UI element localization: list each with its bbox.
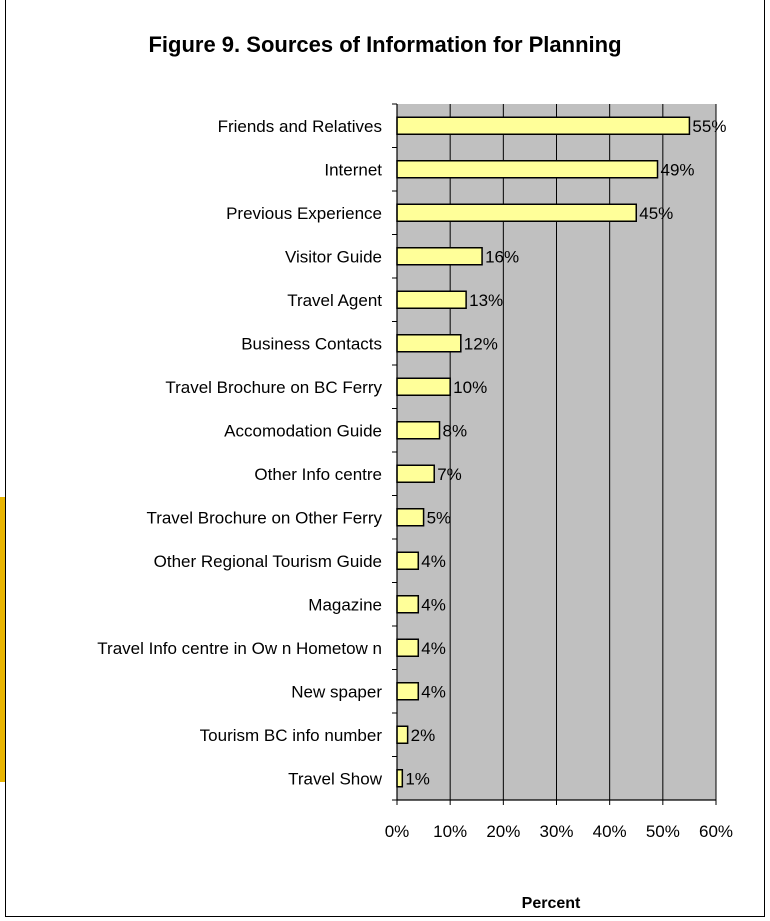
data-label: 4%	[421, 595, 446, 614]
category-label: Travel Info centre in Ow n Hometow n	[97, 639, 382, 658]
category-label: Internet	[324, 160, 382, 179]
data-label: 2%	[411, 726, 436, 745]
bar	[396, 595, 420, 614]
x-tick-label: 0%	[385, 822, 410, 841]
data-label: 55%	[692, 117, 726, 136]
bar	[396, 334, 462, 353]
x-tick-labels: 0% 10% 20% 30% 40% 50% 60%	[385, 822, 733, 841]
data-label: 7%	[437, 465, 462, 484]
data-label: 1%	[405, 769, 430, 788]
data-label: 12%	[464, 334, 498, 353]
bar	[396, 682, 420, 701]
category-labels: Friends and Relatives Internet Previous Ex…	[97, 117, 382, 789]
data-label: 13%	[469, 291, 503, 310]
category-label: Travel Show	[288, 769, 383, 788]
bar	[396, 464, 435, 483]
data-label: 4%	[421, 682, 446, 701]
chart-title: Figure 9. Sources of Information for Pla…	[148, 32, 621, 57]
category-label: Business Contacts	[241, 334, 382, 353]
data-label: 16%	[485, 247, 519, 266]
bar	[396, 116, 691, 135]
data-label: 10%	[453, 378, 487, 397]
bar	[396, 247, 483, 266]
data-label: 5%	[427, 508, 452, 527]
category-label: Other Regional Tourism Guide	[154, 552, 382, 571]
category-label: Previous Experience	[226, 204, 382, 223]
bar	[396, 290, 467, 309]
category-label: Visitor Guide	[285, 247, 382, 266]
category-label: Travel Agent	[287, 291, 382, 310]
x-tick-label: 60%	[699, 822, 733, 841]
bars	[396, 116, 691, 788]
bar	[396, 377, 451, 396]
category-label: Friends and Relatives	[218, 117, 382, 136]
category-label: Travel Brochure on Other Ferry	[146, 508, 382, 527]
data-label: 45%	[639, 204, 673, 223]
data-label: 4%	[421, 639, 446, 658]
data-label: 4%	[421, 552, 446, 571]
category-label: New spaper	[291, 682, 382, 701]
data-label: 8%	[443, 421, 468, 440]
category-label: Other Info centre	[254, 465, 382, 484]
x-tick-label: 20%	[486, 822, 520, 841]
bar	[396, 551, 420, 570]
bar	[396, 508, 425, 527]
bar	[396, 203, 637, 222]
bar	[396, 421, 441, 440]
data-label: 49%	[661, 160, 695, 179]
x-tick-label: 40%	[593, 822, 627, 841]
left-accent-bar	[0, 497, 5, 782]
value-labels: 55% 49% 45% 16% 13% 12% 10% 8% 7% 5% 4% 4% 4% 4% 2% 1%	[405, 117, 726, 789]
x-axis-title: Percent	[522, 895, 581, 912]
x-tick-label: 50%	[646, 822, 680, 841]
x-tick-label: 30%	[539, 822, 573, 841]
category-label: Magazine	[308, 595, 382, 614]
bar	[396, 160, 659, 179]
bar	[396, 769, 404, 788]
category-label: Travel Brochure on BC Ferry	[165, 378, 382, 397]
category-label: Tourism BC info number	[200, 726, 383, 745]
x-tick-label: 10%	[433, 822, 467, 841]
category-label: Accomodation Guide	[224, 421, 382, 440]
axes	[392, 103, 716, 801]
bar	[396, 638, 420, 657]
bar	[396, 725, 409, 744]
